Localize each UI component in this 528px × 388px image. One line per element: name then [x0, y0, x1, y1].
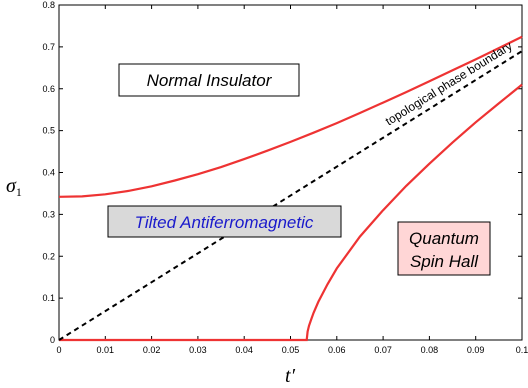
- y-tick-label: 0.5: [42, 126, 55, 136]
- y-tick-label: 0.2: [42, 251, 55, 261]
- y-tick-label: 0: [50, 335, 55, 345]
- plot-frame: [59, 5, 522, 340]
- x-tick-label: 0: [56, 345, 61, 355]
- axis-ticks: 0 0.01 0.02 0.03 0.04 0.05 0.06 0.07 0.08 0.09 0.1…: [42, 0, 528, 355]
- y-tick-label: 0.4: [42, 168, 55, 178]
- x-tick-label: 0.06: [328, 345, 346, 355]
- qsh-label-line2: Spin Hall: [410, 252, 479, 271]
- normal-insulator-label: Normal Insulator: [147, 71, 273, 90]
- y-tick-label: 0.8: [42, 0, 55, 10]
- x-tick-label: 0.04: [235, 345, 253, 355]
- y-tick-label: 0.3: [42, 209, 55, 219]
- y-axis-label: σ1: [6, 175, 22, 199]
- x-tick-label: 0.08: [421, 345, 439, 355]
- normal-insulator-label-box: Normal Insulator: [119, 64, 299, 96]
- x-tick-label: 0.09: [467, 345, 485, 355]
- y-tick-label: 0.7: [42, 42, 55, 52]
- phase-boundary-line-1: [59, 37, 522, 197]
- y-tick-label: 0.1: [42, 293, 55, 303]
- boundary-label: topological phase boundary: [383, 39, 515, 129]
- x-tick-label: 0.05: [282, 345, 300, 355]
- x-axis-label: t′: [285, 365, 296, 387]
- x-tick-label: 0.02: [143, 345, 161, 355]
- qsh-label-box: Quantum Spin Hall: [398, 222, 490, 275]
- x-tick-label: 0.01: [97, 345, 115, 355]
- x-tick-label: 0.1: [516, 345, 528, 355]
- x-tick-label: 0.07: [374, 345, 392, 355]
- tilted-af-label-box: Tilted Antiferromagnetic: [108, 206, 341, 237]
- y-tick-label: 0.6: [42, 84, 55, 94]
- qsh-label-line1: Quantum: [409, 229, 479, 248]
- y-axis-label-sub: 1: [16, 185, 22, 199]
- x-tick-label: 0.03: [189, 345, 207, 355]
- tilted-af-label: Tilted Antiferromagnetic: [135, 213, 314, 232]
